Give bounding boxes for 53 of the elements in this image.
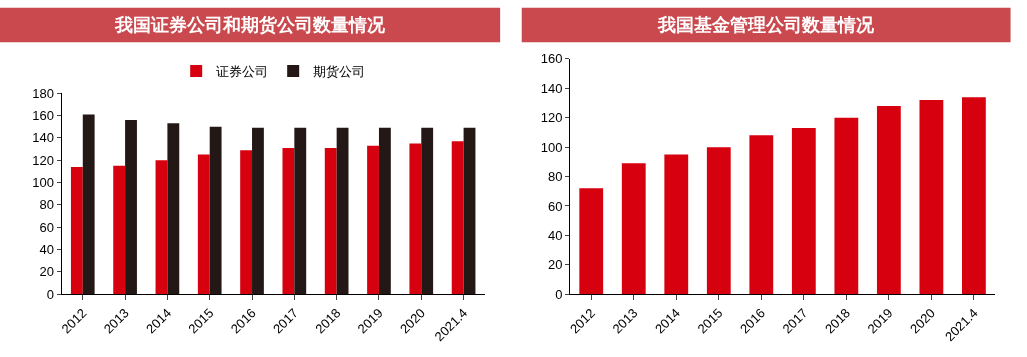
y-tick-label: 180 <box>32 85 55 101</box>
chart-title: 我国证券公司和期货公司数量情况 <box>114 15 386 35</box>
bar <box>378 127 391 295</box>
bar <box>706 147 731 295</box>
bar <box>451 141 464 295</box>
chart-title: 我国基金管理公司数量情况 <box>657 15 875 35</box>
bar <box>336 127 349 295</box>
y-tick-label: 160 <box>540 51 563 67</box>
bar <box>324 147 337 295</box>
bar <box>209 126 222 295</box>
y-tick-label: 160 <box>32 108 55 124</box>
bar <box>834 117 859 295</box>
y-tick-label: 120 <box>32 152 55 168</box>
bar <box>167 123 180 295</box>
legend-label: 期货公司 <box>313 64 366 80</box>
y-tick-label: 140 <box>540 80 563 96</box>
bar <box>155 160 168 295</box>
bar <box>409 143 422 295</box>
bar <box>294 127 307 295</box>
bar <box>961 97 986 295</box>
bar <box>791 128 816 295</box>
bar <box>367 145 379 295</box>
y-tick-label: 120 <box>540 110 563 126</box>
y-tick-label: 80 <box>39 197 55 213</box>
y-tick-label: 140 <box>32 130 55 146</box>
bar <box>252 127 264 295</box>
y-tick-label: 0 <box>46 286 55 302</box>
bar <box>664 154 689 295</box>
bar <box>82 114 95 295</box>
bar <box>579 188 604 295</box>
bar <box>421 127 434 295</box>
y-tick-label: 60 <box>39 219 55 235</box>
bar <box>749 135 774 295</box>
bar <box>463 127 476 295</box>
y-tick-label: 100 <box>540 139 563 155</box>
y-tick-label: 20 <box>39 264 55 280</box>
bar <box>197 154 210 295</box>
bar <box>282 147 295 295</box>
y-tick-label: 100 <box>32 175 55 191</box>
y-tick-label: 20 <box>547 257 563 273</box>
bar <box>70 166 83 295</box>
bar <box>876 105 901 295</box>
y-tick-label: 60 <box>547 198 563 214</box>
y-tick-label: 40 <box>39 242 55 258</box>
bar <box>621 163 646 295</box>
bar <box>125 119 137 295</box>
bar <box>240 150 253 295</box>
bar <box>919 100 944 295</box>
y-tick-label: 0 <box>555 286 563 302</box>
legend-label: 证券公司 <box>216 64 269 80</box>
y-tick-label: 40 <box>547 227 563 243</box>
bar <box>113 165 126 295</box>
y-tick-label: 80 <box>547 169 563 185</box>
